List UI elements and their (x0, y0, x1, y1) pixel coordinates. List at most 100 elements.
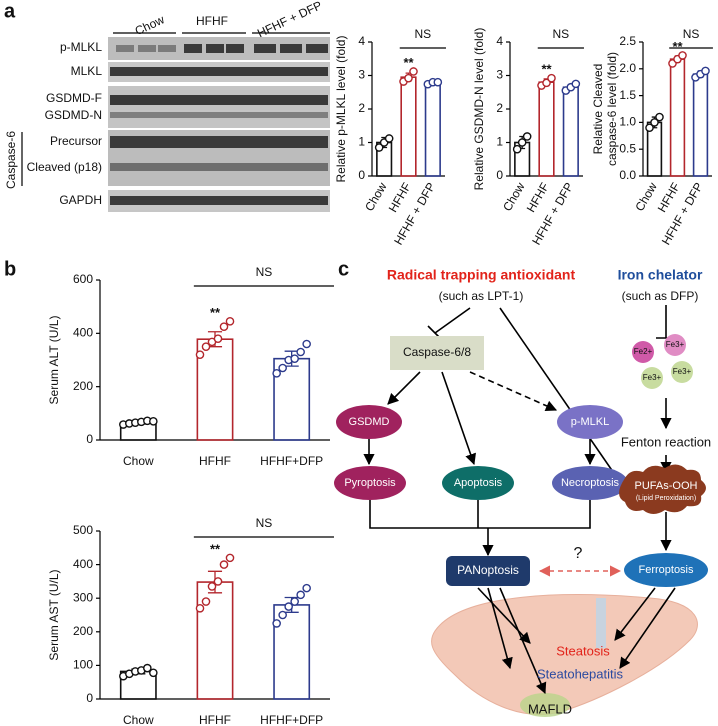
data-point (207, 582, 217, 591)
node-label: Apoptosis (454, 477, 503, 489)
data-point (404, 73, 413, 83)
blot-row: GSDMD-N (45, 108, 102, 122)
bracket-label: NS (256, 265, 273, 279)
iron-ion: Fe3+ (643, 373, 662, 382)
caspase-box (390, 336, 484, 370)
data-point (225, 317, 235, 326)
data-point (278, 363, 287, 373)
significance: ** (672, 39, 683, 54)
antioxidant-title: Radical trapping antioxidant (387, 267, 576, 283)
node-label: PANoptosis (457, 563, 519, 577)
data-point (302, 339, 311, 349)
bar (400, 76, 417, 177)
western-blot: Chow HFHF HFHF + DFP p-MLKL MLKL GSDMD-F… (4, 0, 330, 212)
y-tick-label: 0 (358, 168, 365, 182)
bracket-label: NS (683, 27, 700, 41)
data-point (272, 369, 281, 378)
x-tick-label: HFHF+DFP (260, 713, 323, 726)
y-tick-label: 0 (86, 432, 93, 446)
y-tick-label: 1.0 (619, 115, 636, 129)
significance: ** (210, 541, 221, 556)
y-tick-label: 300 (73, 590, 93, 604)
y-axis-label: caspase-6 level (fold) (605, 52, 619, 166)
data-point (384, 134, 394, 143)
data-point (201, 597, 211, 606)
y-tick-label: 200 (73, 379, 93, 393)
y-tick-label: 3 (496, 68, 503, 82)
node-label: PUFAs-OOH (635, 480, 698, 492)
bar (424, 82, 441, 177)
data-point (296, 590, 305, 600)
y-tick-label: 0.0 (619, 168, 636, 182)
x-tick-label: HFHF+DFP (260, 454, 323, 468)
data-point (284, 602, 293, 611)
node-label: Fenton reaction (621, 434, 711, 449)
mechanism-diagram: Radical trapping antioxidant (such as LP… (334, 267, 711, 717)
outcome-label: Steatohepatitis (537, 666, 624, 681)
y-tick-label: 2.5 (619, 34, 636, 48)
y-axis-label: Serum AST (U/L) (47, 569, 61, 660)
data-point (213, 577, 223, 586)
y-tick-label: 400 (73, 326, 93, 340)
panel-label: b (4, 258, 16, 280)
node-label: Caspase-6/8 (403, 345, 471, 359)
y-tick-label: 600 (73, 272, 93, 286)
node-label: Ferroptosis (638, 564, 694, 576)
antioxidant-example: (such as LPT-1) (439, 289, 524, 303)
y-tick-label: 1 (496, 135, 503, 149)
data-point (517, 138, 527, 147)
y-tick-label: 4 (358, 34, 365, 48)
data-point (302, 583, 311, 593)
data-point (645, 123, 654, 133)
data-point (213, 334, 223, 343)
x-tick-label: HFHF (199, 713, 231, 726)
iron-ion: Fe2+ (634, 347, 653, 356)
bar (692, 73, 709, 177)
blot-row: MLKL (71, 64, 103, 78)
data-point (512, 144, 522, 154)
significance: ** (210, 305, 221, 320)
bracket-label: NS (553, 27, 570, 41)
chelator-title: Iron chelator (618, 267, 703, 283)
outcome-label: Steatosis (556, 643, 610, 658)
data-point (290, 354, 299, 363)
iron-ion: Fe3+ (666, 340, 685, 349)
data-point (272, 619, 281, 628)
y-tick-label: 200 (73, 624, 93, 638)
y-axis-label: Relative Cleaved (591, 64, 605, 155)
y-tick-label: 400 (73, 557, 93, 571)
data-point (542, 78, 551, 88)
blot-row: Precursor (50, 134, 102, 148)
y-axis-label: Serum ALT (U/L) (47, 316, 61, 405)
y-tick-label: 2.0 (619, 61, 636, 75)
data-point (149, 668, 158, 678)
y-tick-label: 1.5 (619, 88, 636, 102)
data-point (678, 51, 687, 60)
data-point (195, 350, 205, 359)
node-label: Necroptosis (561, 477, 620, 489)
blot-row: GSDMD-F (46, 91, 102, 105)
data-point (571, 79, 581, 89)
bracket-label: NS (415, 27, 432, 41)
data-point (290, 597, 299, 606)
y-tick-label: 0 (496, 168, 503, 182)
data-point (701, 66, 710, 76)
blot-group: HFHF (196, 14, 228, 28)
x-tick-label: HFHF (199, 454, 231, 468)
x-tick-label: Chow (123, 454, 154, 468)
y-tick-label: 2 (496, 101, 503, 115)
y-tick-label: 4 (496, 34, 503, 48)
data-point (219, 322, 229, 331)
data-point (374, 143, 384, 152)
data-point (547, 73, 556, 83)
node-label: (Lipid Peroxidation) (636, 495, 696, 502)
data-point (143, 663, 152, 673)
panel-label: a (4, 0, 16, 22)
bar (538, 81, 555, 177)
blot-row: Cleaved (p18) (27, 160, 102, 174)
data-point (655, 112, 664, 122)
y-tick-label: 0 (86, 691, 93, 705)
significance: ** (403, 55, 414, 70)
chelator-example: (such as DFP) (622, 289, 699, 303)
